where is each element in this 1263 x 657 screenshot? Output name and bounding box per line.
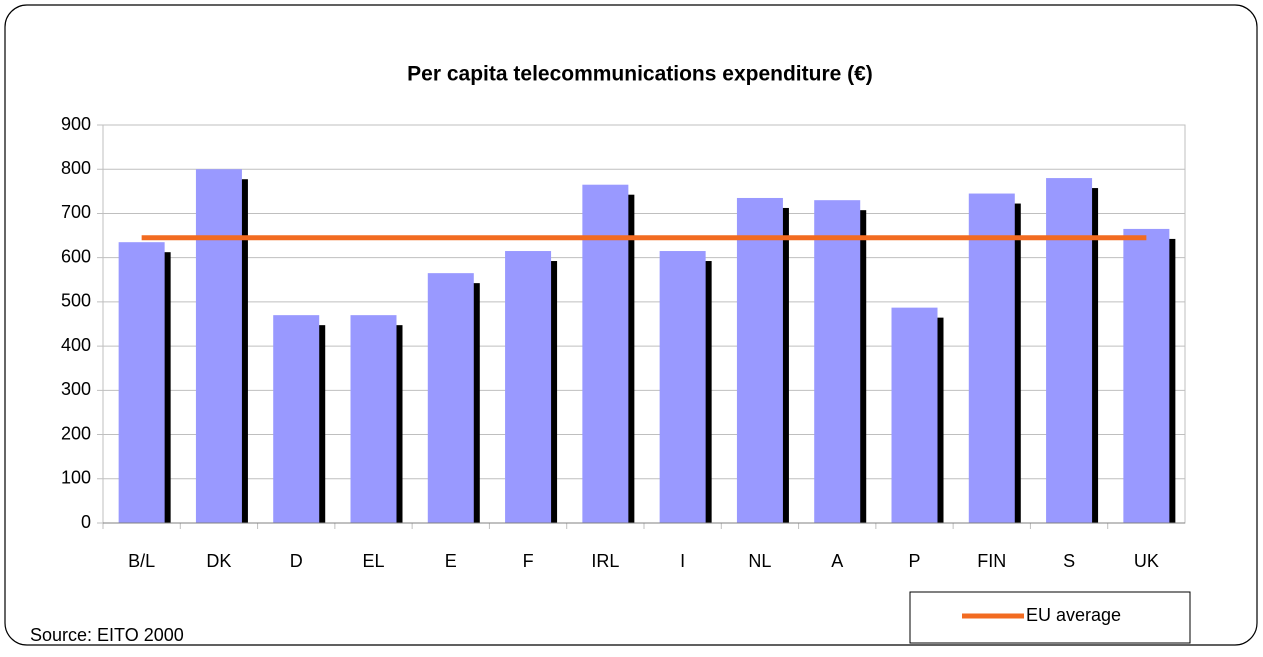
y-tick-label: 900: [61, 114, 91, 134]
bar: [1123, 228, 1170, 523]
y-tick-label: 800: [61, 158, 91, 178]
bar: [736, 197, 783, 523]
x-tick-label: EL: [362, 551, 384, 571]
bar: [427, 273, 474, 523]
y-tick-label: 600: [61, 246, 91, 266]
y-tick-label: 700: [61, 202, 91, 222]
bar: [350, 315, 397, 523]
bar: [118, 242, 165, 523]
x-tick-label: FIN: [977, 551, 1006, 571]
x-tick-label: D: [290, 551, 303, 571]
source-note: Source: EITO 2000: [30, 625, 184, 645]
legend-label: EU average: [1026, 605, 1121, 625]
chart-title: Per capita telecommunications expenditur…: [407, 63, 873, 86]
bar: [814, 200, 861, 523]
x-tick-label: NL: [748, 551, 771, 571]
x-tick-label: E: [445, 551, 457, 571]
x-tick-label: F: [523, 551, 534, 571]
x-tick-label: S: [1063, 551, 1075, 571]
x-tick-label: A: [831, 551, 843, 571]
y-tick-label: 300: [61, 379, 91, 399]
bar: [1046, 178, 1093, 524]
bar: [891, 307, 938, 523]
x-tick-label: UK: [1134, 551, 1159, 571]
x-tick-label: B/L: [128, 551, 155, 571]
x-tick-label: IRL: [591, 551, 619, 571]
y-tick-label: 500: [61, 291, 91, 311]
y-tick-label: 0: [81, 512, 91, 532]
bar: [582, 184, 629, 523]
legend-box: [909, 591, 1191, 644]
bar: [505, 251, 552, 524]
bar: [273, 315, 320, 523]
x-tick-label: P: [908, 551, 920, 571]
y-tick-label: 100: [61, 468, 91, 488]
y-tick-label: 400: [61, 335, 91, 355]
bar: [659, 251, 706, 524]
bar: [968, 193, 1015, 524]
x-tick-label: DK: [206, 551, 231, 571]
y-tick-label: 200: [61, 423, 91, 443]
bar: [195, 169, 242, 523]
x-tick-label: I: [680, 551, 685, 571]
